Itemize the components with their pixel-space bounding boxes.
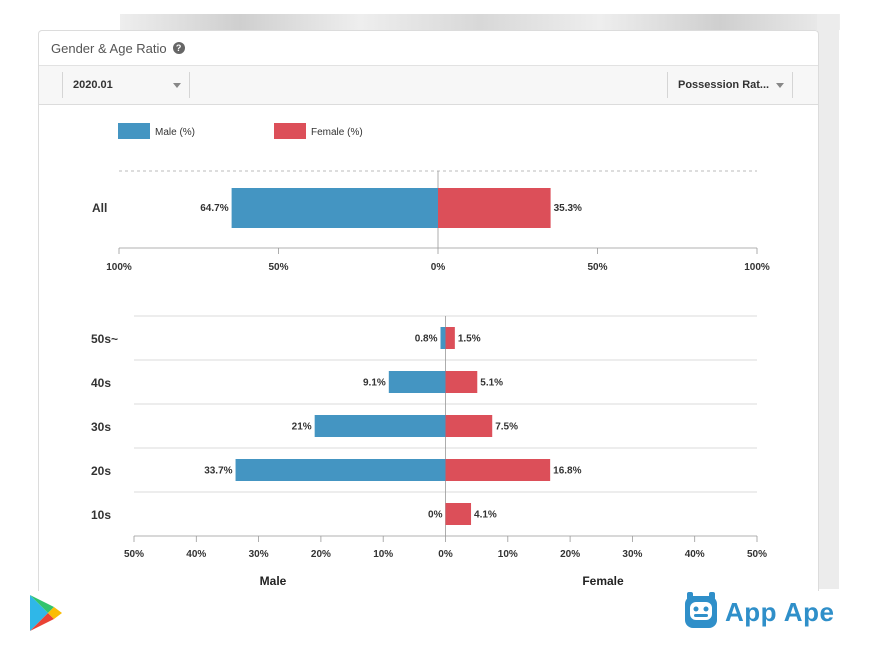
x-tick-label: 0% <box>438 549 453 560</box>
app-ape-mascot-icon <box>685 592 717 628</box>
category-label: All <box>92 201 107 215</box>
chevron-down-icon <box>173 83 181 88</box>
data-label-female: 35.3% <box>554 203 582 214</box>
axis-label-female: Female <box>582 574 624 588</box>
app-ape-logo: App Ape <box>683 592 834 632</box>
data-label-male: 33.7% <box>204 466 232 477</box>
x-tick-label: 50% <box>268 262 288 273</box>
x-tick-label: 100% <box>106 262 132 273</box>
data-label-male: 9.1% <box>363 378 386 389</box>
bar-male <box>314 415 446 437</box>
x-tick-label: 10% <box>373 549 393 560</box>
bar-male <box>440 327 446 349</box>
card-title: Gender & Age Ratio <box>51 40 167 56</box>
category-label: 40s <box>91 376 111 390</box>
chevron-down-icon <box>776 83 784 88</box>
bar-female <box>438 188 551 228</box>
legend-label-male: Male (%) <box>155 127 195 138</box>
x-tick-label: 10% <box>498 549 518 560</box>
data-label-male: 0% <box>428 510 443 521</box>
data-label-female: 16.8% <box>553 466 581 477</box>
x-tick-label: 20% <box>560 549 580 560</box>
x-tick-label: 50% <box>587 262 607 273</box>
x-tick-label: 30% <box>622 549 642 560</box>
gender-age-card: Gender & Age Ratio ? 2020.01 Possession … <box>38 30 819 591</box>
x-tick-label: 40% <box>186 549 206 560</box>
category-label: 20s <box>91 464 111 478</box>
legend-swatch-female <box>274 123 306 139</box>
bar-female <box>445 415 493 437</box>
x-tick-label: 30% <box>249 549 269 560</box>
bar-male <box>388 371 446 393</box>
axis-label-male: Male <box>260 574 287 588</box>
legend-label-female: Female (%) <box>311 127 363 138</box>
google-play-icon <box>28 593 64 638</box>
bar-female <box>445 327 455 349</box>
data-label-female: 5.1% <box>480 378 503 389</box>
app-ape-wordmark: App Ape <box>725 596 835 627</box>
x-tick-label: 100% <box>744 262 770 273</box>
data-label-female: 4.1% <box>474 510 497 521</box>
decorative-shadow <box>120 14 840 30</box>
data-label-male: 0.8% <box>415 334 438 345</box>
category-label: 50s~ <box>91 332 118 346</box>
x-tick-label: 20% <box>311 549 331 560</box>
data-label-female: 7.5% <box>495 422 518 433</box>
metric-select[interactable]: Possession Rat... <box>667 72 793 98</box>
bar-male <box>235 459 446 481</box>
bar-female <box>445 503 472 525</box>
x-tick-label: 40% <box>685 549 705 560</box>
data-label-female: 1.5% <box>458 334 481 345</box>
x-tick-label: 50% <box>747 549 767 560</box>
data-label-male: 64.7% <box>200 203 228 214</box>
bar-female <box>445 371 478 393</box>
decorative-side-shade <box>817 14 839 589</box>
x-tick-label: 0% <box>431 262 446 273</box>
metric-select-value: Possession Rat... <box>678 79 770 91</box>
x-tick-label: 50% <box>124 549 144 560</box>
category-label: 30s <box>91 420 111 434</box>
legend-swatch-male <box>118 123 150 139</box>
period-select[interactable]: 2020.01 <box>62 72 190 98</box>
period-select-value: 2020.01 <box>73 79 113 91</box>
data-label-male: 21% <box>292 422 312 433</box>
category-label: 10s <box>91 508 111 522</box>
card-header: Gender & Age Ratio ? <box>39 31 818 66</box>
help-icon[interactable]: ? <box>172 42 185 54</box>
bar-male <box>231 188 438 228</box>
filter-bar: 2020.01 Possession Rat... <box>39 66 818 105</box>
bar-female <box>445 459 551 481</box>
